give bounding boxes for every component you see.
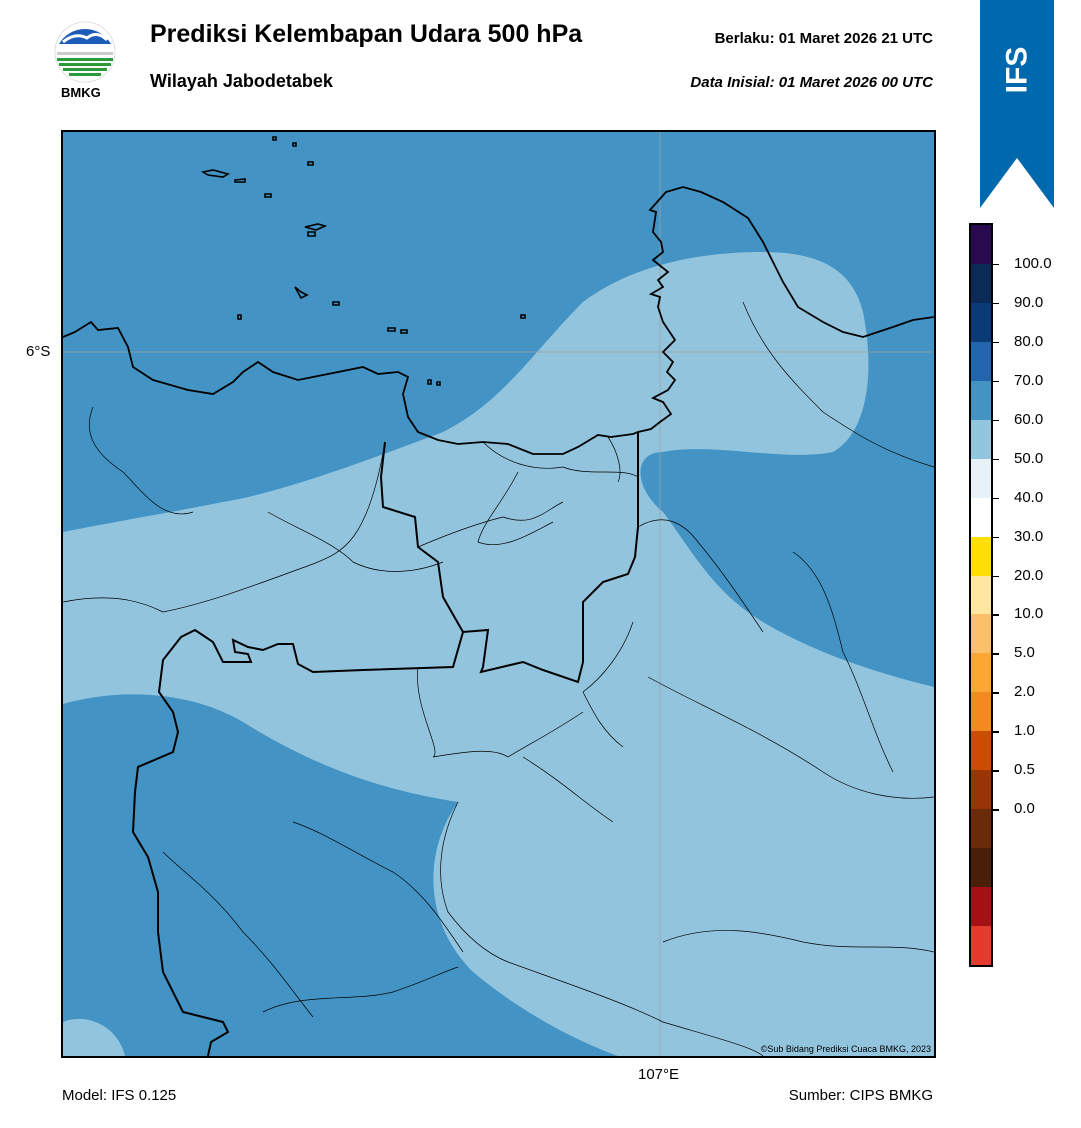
colorbar-segment: [971, 809, 991, 849]
colorbar-segment: [971, 419, 991, 460]
colorbar-label: 50.0: [1014, 449, 1044, 467]
colorbar-tick: [991, 458, 999, 461]
colorbar-segment: [971, 926, 991, 966]
islands: [200, 136, 526, 386]
bmkg-logo: [54, 21, 116, 83]
map-subtitle: Wilayah Jabodetabek: [150, 71, 333, 91]
colorbar-label: 70.0: [1014, 371, 1044, 389]
init-time: Data Inisial: 01 Maret 2026 00 UTC: [690, 74, 933, 91]
colorbar-tick: [991, 575, 999, 578]
colorbar-label: 2.0: [1014, 683, 1035, 701]
colorbar-segment: [971, 458, 991, 499]
colorbar-segment: [971, 497, 991, 538]
humidity-band-60-70: [63, 252, 934, 1056]
colorbar-tick: [991, 692, 999, 694]
colorbar-tick: [991, 497, 999, 500]
coastline: [63, 186, 934, 455]
colorbar-tick: [991, 809, 999, 811]
colorbar-label: 1.0: [1014, 722, 1035, 740]
colorbar-tick: [991, 263, 999, 266]
colorbar-tick: [991, 614, 999, 616]
colorbar-label: 10.0: [1014, 605, 1044, 623]
colorbar-label: 40.0: [1014, 488, 1044, 506]
colorbar-label: 90.0: [1014, 293, 1044, 311]
colorbar-label: 5.0: [1014, 644, 1035, 662]
colorbar-segment: [971, 225, 991, 265]
colorbar: [969, 223, 993, 967]
colorbar-segment: [971, 575, 991, 615]
colorbar-tick: [991, 341, 999, 344]
regency-borders: [63, 301, 934, 1056]
humidity-patch-sw: [63, 1018, 125, 1056]
colorbar-label: 30.0: [1014, 527, 1044, 545]
colorbar-segment: [971, 341, 991, 382]
lat-label-6s: 6°S: [26, 343, 51, 360]
colorbar-segment: [971, 692, 991, 732]
colorbar-label: 60.0: [1014, 410, 1044, 428]
colorbar-label: 0.5: [1014, 761, 1035, 779]
colorbar-segment: [971, 731, 991, 771]
ifs-banner: [980, 0, 1054, 208]
map-panel: [61, 130, 936, 1058]
province-border: [379, 432, 639, 684]
colorbar-segment: [971, 770, 991, 810]
colorbar-segment: [971, 380, 991, 421]
colorbar-segment: [971, 848, 991, 888]
ifs-banner-label: IFS: [999, 46, 1033, 94]
colorbar-segment: [971, 302, 991, 343]
lon-label-107e: 107°E: [638, 1066, 680, 1083]
colorbar-tick: [991, 770, 999, 772]
colorbar-label: 80.0: [1014, 332, 1044, 350]
map-title: Prediksi Kelembapan Udara 500 hPa: [150, 20, 583, 48]
colorbar-label: 100.0: [1014, 254, 1052, 272]
colorbar-label: 20.0: [1014, 566, 1044, 584]
colorbar-segment: [971, 653, 991, 693]
model-label: Model: IFS 0.125: [62, 1087, 177, 1104]
colorbar-segment: [971, 614, 991, 654]
copyright-note: ©Sub Bidang Prediksi Cuaca BMKG, 2023: [760, 1044, 931, 1054]
colorbar-tick: [991, 536, 999, 539]
colorbar-tick: [991, 653, 999, 655]
colorbar-tick: [991, 419, 999, 422]
colorbar-segment: [971, 887, 991, 927]
colorbar-tick: [991, 731, 999, 733]
colorbar-tick: [991, 302, 999, 305]
source-label: Sumber: CIPS BMKG: [788, 1087, 933, 1104]
humidity-map: [63, 132, 934, 1056]
colorbar-segment: [971, 263, 991, 304]
colorbar-label: 0.0: [1014, 800, 1035, 818]
logo-text: BMKG: [61, 85, 101, 100]
province-border-west: [131, 628, 464, 1056]
colorbar-segment: [971, 536, 991, 577]
valid-time: Berlaku: 01 Maret 2026 21 UTC: [714, 30, 933, 47]
colorbar-tick: [991, 380, 999, 383]
